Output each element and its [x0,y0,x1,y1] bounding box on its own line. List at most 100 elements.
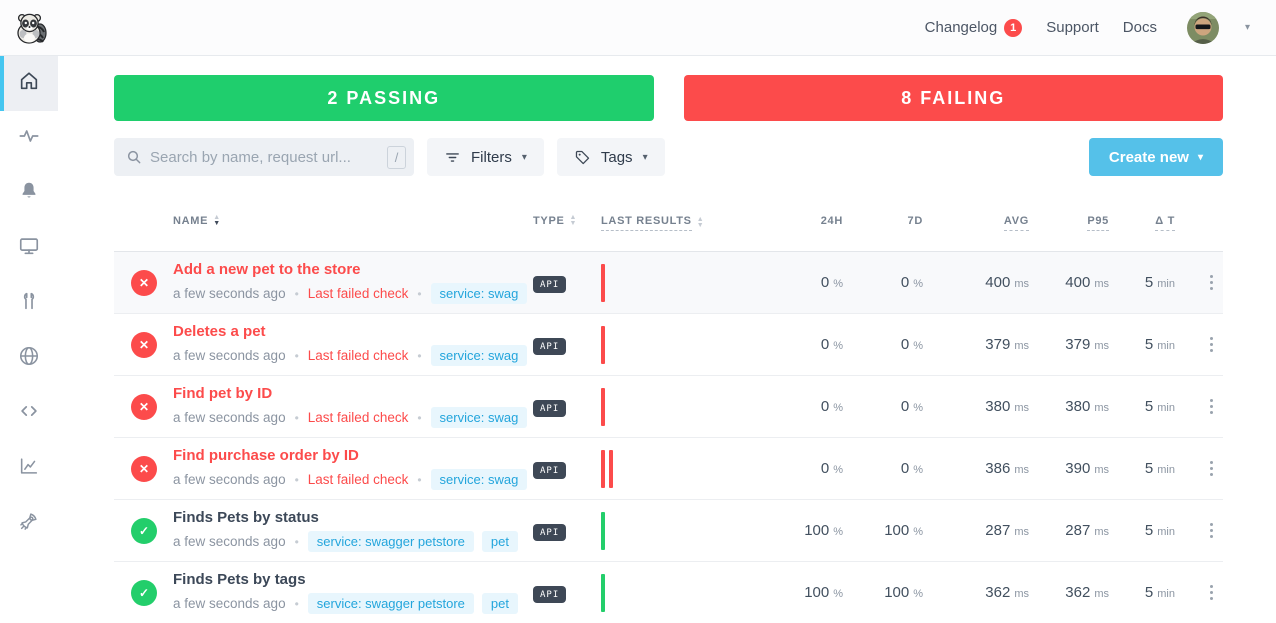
value-delta-t: 5 [1144,398,1154,415]
header-delta-t[interactable]: Δ T [1109,215,1175,231]
header-7d: 7D [907,215,923,227]
check-name[interactable]: Find pet by ID [173,385,273,402]
value-24h: 0 [820,460,830,477]
last-results-bars[interactable] [601,325,766,364]
tag-badge[interactable]: service: swag [430,345,528,366]
sidebar-item-locations[interactable] [0,331,58,386]
create-new-button[interactable]: Create new ▾ [1088,138,1223,176]
sidebar-item-runtimes[interactable] [0,386,58,441]
value-delta-t: 5 [1144,460,1154,477]
header-type[interactable]: TYPE ▲ ▼ [533,214,578,227]
nav-docs-link[interactable]: Docs [1122,19,1157,36]
result-fail-bar [601,325,605,364]
value-24h: 0 [820,336,830,353]
tag-badge[interactable]: pet [481,531,518,552]
tag-badge[interactable]: service: swag [430,283,528,304]
last-failed-link[interactable]: Last failed check [307,410,409,425]
changelog-label: Changelog [924,19,998,36]
result-fail-bar [601,263,605,302]
value-p95: 362 [1065,584,1091,601]
status-failing-icon: ✕ [131,393,157,420]
sidebar-item-alerts[interactable] [0,166,58,221]
chart-icon [18,455,40,482]
passing-banner[interactable]: 2 PASSING [114,75,654,121]
sidebar-item-activity[interactable] [0,111,58,166]
table-header: NAME ▲ ▼ TYPE ▲ ▼ LAST RESULTS ▲ ▼ 24H 7D A… [114,209,1223,252]
header-p95[interactable]: P95 [1029,215,1109,231]
nav-changelog-link[interactable]: Changelog 1 [924,18,1023,37]
sidebar-item-quickstart[interactable] [0,496,58,551]
check-name[interactable]: Add a new pet to the store [173,261,361,278]
tag-badge[interactable]: service: swag [430,469,528,490]
check-name[interactable]: Finds Pets by status [173,509,319,526]
sidebar-item-home[interactable] [0,56,58,111]
sidebar-item-maintenance[interactable] [0,276,58,331]
failing-banner[interactable]: 8 FAILING [683,75,1223,121]
check-time: a few seconds ago [173,286,286,301]
status-passing-icon: ✓ [131,517,157,544]
last-failed-link[interactable]: Last failed check [307,348,409,363]
user-avatar[interactable] [1186,11,1219,44]
type-badge: API [533,585,567,603]
header-last-results[interactable]: LAST RESULTS ▲ ▼ [601,215,705,231]
top-nav: Changelog 1 Support Docs ▾ [0,0,1276,56]
sidebar-item-analytics[interactable] [0,441,58,496]
tag-badge[interactable]: pet [481,593,518,614]
table-row[interactable]: ✓ Finds Pets by tags a few seconds ago •… [114,562,1223,623]
table-row[interactable]: ✕ Add a new pet to the store a few secon… [114,252,1223,314]
last-results-bars[interactable] [601,511,766,550]
row-menu-button[interactable] [1206,579,1217,606]
header-name[interactable]: NAME ▲ ▼ [173,214,221,227]
last-results-bars[interactable] [601,263,766,302]
filters-button[interactable]: Filters ▾ [427,138,544,176]
code-icon [18,400,40,427]
tag-badge[interactable]: service: swagger petstore [307,593,474,614]
status-failing-icon: ✕ [131,331,157,358]
value-p95: 380 [1065,398,1091,415]
create-new-caret-icon: ▾ [1197,151,1203,163]
last-results-bars[interactable] [601,387,766,426]
tags-button[interactable]: Tags ▾ [556,138,665,176]
raccoon-logo[interactable] [14,10,48,46]
value-7d: 0 [900,274,910,291]
last-failed-link[interactable]: Last failed check [307,286,409,301]
check-name[interactable]: Find purchase order by ID [173,447,359,464]
value-avg: 380 [985,398,1011,415]
monitor-icon [18,235,40,262]
search-box[interactable]: / [114,138,414,176]
check-name[interactable]: Deletes a pet [173,323,266,340]
row-menu-button[interactable] [1206,455,1217,482]
rocket-icon [18,510,40,537]
search-icon [127,150,141,164]
tag-badge[interactable]: service: swag [430,407,528,428]
search-shortcut-key: / [387,145,406,169]
check-time: a few seconds ago [173,534,286,549]
value-delta-t: 5 [1144,584,1154,601]
activity-icon [18,125,40,152]
tag-badge[interactable]: service: swagger petstore [307,531,474,552]
table-row[interactable]: ✕ Find purchase order by ID a few second… [114,438,1223,500]
header-avg[interactable]: AVG [923,215,1029,231]
row-menu-button[interactable] [1206,393,1217,420]
nav-support-link[interactable]: Support [1046,19,1099,36]
sort-icon: ▲ ▼ [569,214,578,227]
user-menu-caret-icon[interactable]: ▾ [1244,22,1250,33]
sidebar-item-dashboards[interactable] [0,221,58,276]
check-name[interactable]: Finds Pets by tags [173,571,306,588]
value-p95: 379 [1065,336,1091,353]
table-row[interactable]: ✕ Deletes a pet a few seconds ago • Last… [114,314,1223,376]
row-menu-button[interactable] [1206,517,1217,544]
last-failed-link[interactable]: Last failed check [307,472,409,487]
row-menu-button[interactable] [1206,269,1217,296]
search-input[interactable] [150,148,379,166]
type-badge: API [533,399,567,417]
checks-table: NAME ▲ ▼ TYPE ▲ ▼ LAST RESULTS ▲ ▼ 24H 7D A… [114,209,1223,623]
table-row[interactable]: ✓ Finds Pets by status a few seconds ago… [114,500,1223,562]
last-results-bars[interactable] [601,449,766,488]
filters-label: Filters [471,148,512,166]
row-menu-button[interactable] [1206,331,1217,358]
table-row[interactable]: ✕ Find pet by ID a few seconds ago • Las… [114,376,1223,438]
result-fail-bar [601,449,605,488]
last-results-bars[interactable] [601,573,766,612]
value-avg: 379 [985,336,1011,353]
